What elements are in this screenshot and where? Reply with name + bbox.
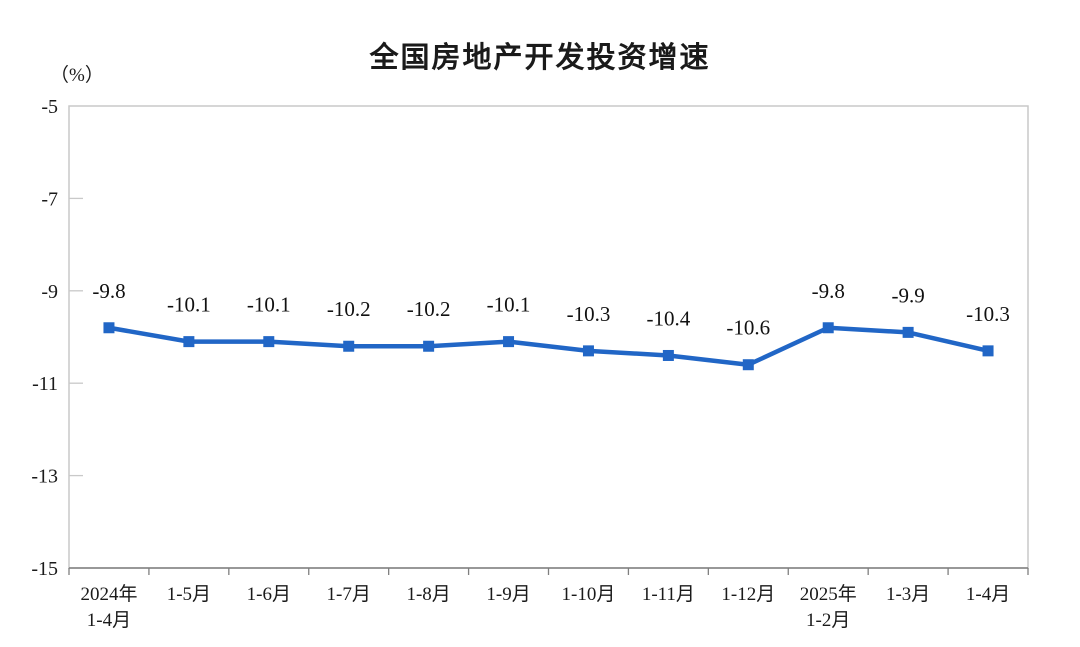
x-tick-label: 1-5月 — [167, 584, 211, 605]
data-point — [742, 359, 754, 371]
y-tick-label: -11 — [32, 373, 58, 395]
data-label: -10.4 — [647, 306, 691, 330]
data-point — [582, 345, 594, 357]
plot-border — [68, 105, 1029, 569]
data-point — [503, 336, 515, 348]
x-tick-label: 1-8月 — [406, 584, 450, 605]
data-point — [423, 340, 435, 352]
data-label: -9.8 — [92, 279, 125, 303]
data-label: -9.9 — [892, 283, 925, 307]
data-label: -10.3 — [567, 302, 611, 326]
x-tick-label: 1-11月 — [642, 584, 695, 605]
data-label: -10.3 — [966, 302, 1010, 326]
x-tick-label: 1-3月 — [886, 584, 930, 605]
data-point — [263, 336, 275, 348]
chart-title: 全国房地产开发投资增速 — [369, 42, 711, 74]
x-tick-label: 2024年 1-4月 — [80, 583, 137, 631]
data-point — [103, 322, 115, 334]
y-tick-label: -7 — [41, 188, 58, 210]
y-tick-label: -9 — [41, 281, 58, 303]
data-point — [343, 340, 355, 352]
x-tick-label: 1-4月 — [966, 584, 1010, 605]
data-label: -10.1 — [167, 293, 211, 317]
data-line — [106, 325, 991, 367]
y-axis-unit-label: （%） — [50, 65, 104, 86]
data-point — [822, 322, 834, 334]
x-tick-label: 1-9月 — [486, 584, 530, 605]
x-tick-label: 1-12月 — [721, 584, 775, 605]
y-tick-label: -5 — [41, 96, 58, 118]
x-tick-label: 1-6月 — [247, 584, 291, 605]
x-tick-label: 2025年 1-2月 — [800, 583, 857, 631]
x-tick-label: 1-7月 — [327, 584, 371, 605]
data-point — [902, 326, 914, 338]
data-label: -10.1 — [247, 293, 291, 317]
data-label: -10.2 — [327, 297, 371, 321]
y-tick-label: -15 — [31, 558, 58, 580]
y-tick-label: -13 — [31, 466, 58, 488]
data-label: -10.6 — [726, 316, 770, 340]
data-point — [982, 345, 994, 357]
data-label: -10.2 — [407, 297, 451, 321]
data-label: -9.8 — [812, 279, 845, 303]
data-label: -10.1 — [487, 293, 531, 317]
data-point — [183, 336, 195, 348]
x-tick-label: 1-10月 — [562, 584, 616, 605]
data-point — [662, 349, 674, 361]
